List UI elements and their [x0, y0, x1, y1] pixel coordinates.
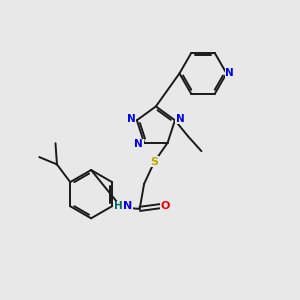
Text: N: N [225, 68, 234, 78]
Text: H: H [116, 202, 124, 212]
Text: N: N [176, 114, 184, 124]
Text: N: N [123, 201, 133, 211]
Text: N: N [134, 139, 143, 149]
Text: N: N [127, 114, 136, 124]
Text: H: H [113, 201, 122, 211]
Text: N: N [123, 201, 133, 211]
Text: O: O [160, 201, 170, 211]
Text: S: S [150, 157, 158, 167]
